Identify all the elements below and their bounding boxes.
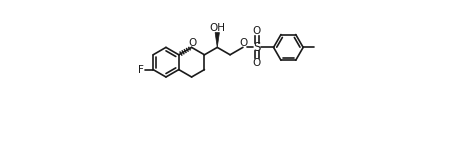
Text: O: O: [253, 26, 261, 36]
Text: O: O: [253, 58, 261, 68]
Text: OH: OH: [209, 23, 225, 33]
Text: O: O: [239, 38, 247, 48]
Text: O: O: [188, 38, 196, 48]
Text: F: F: [138, 65, 144, 75]
Text: S: S: [253, 41, 261, 54]
Polygon shape: [215, 32, 219, 47]
